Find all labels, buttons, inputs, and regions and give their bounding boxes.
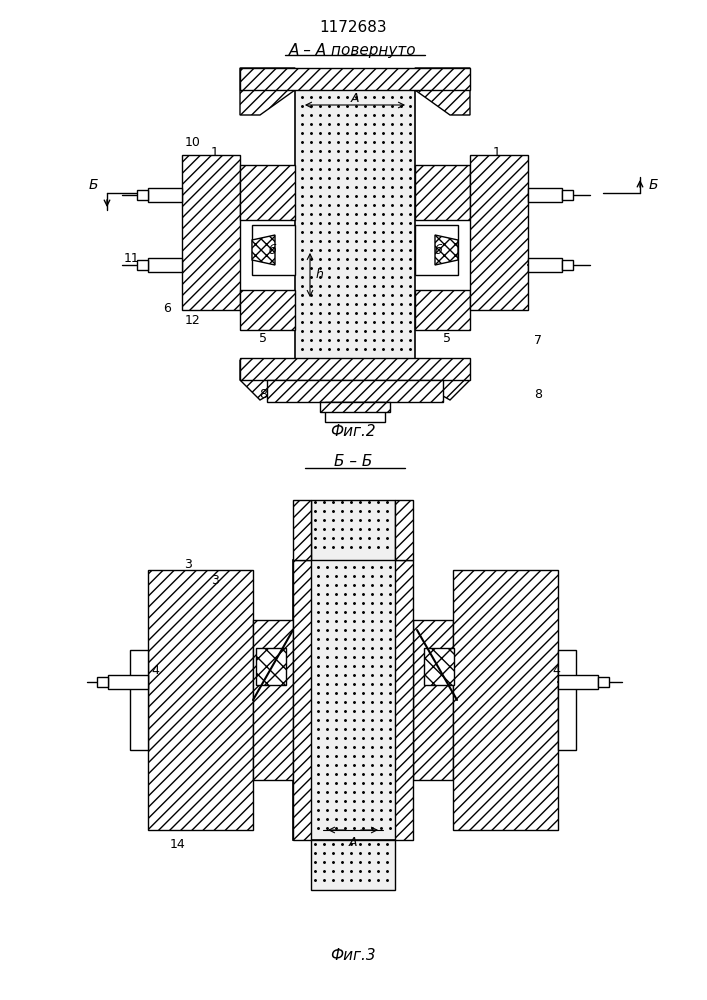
Bar	[293, 500, 311, 560]
Bar	[97, 677, 108, 687]
Text: 12: 12	[185, 314, 201, 326]
Text: б: б	[434, 243, 442, 256]
Bar	[311, 840, 395, 890]
Bar	[415, 225, 458, 275]
Bar	[293, 560, 311, 840]
Text: 4: 4	[151, 664, 159, 676]
Text: А: А	[349, 836, 357, 848]
Bar	[148, 188, 182, 202]
Polygon shape	[435, 235, 458, 265]
Text: 11: 11	[124, 251, 140, 264]
Bar	[395, 560, 413, 840]
Text: 4: 4	[552, 664, 560, 676]
Bar	[293, 560, 413, 840]
Bar	[295, 90, 415, 360]
Polygon shape	[252, 235, 275, 265]
Text: А: А	[351, 92, 359, 104]
Text: 14: 14	[170, 838, 186, 852]
Text: h: h	[316, 268, 324, 282]
Bar	[108, 675, 148, 689]
Bar	[558, 650, 576, 750]
Bar	[148, 258, 182, 272]
Polygon shape	[415, 68, 470, 115]
Bar	[137, 190, 148, 200]
Text: 3: 3	[211, 574, 219, 586]
Bar	[413, 620, 453, 780]
Bar	[325, 402, 385, 422]
Bar	[415, 165, 470, 220]
Polygon shape	[424, 648, 454, 685]
Text: 1: 1	[211, 146, 219, 159]
Text: 3: 3	[184, 558, 192, 572]
Bar	[558, 675, 598, 689]
Bar	[253, 620, 293, 780]
Bar	[598, 677, 609, 687]
Bar	[528, 258, 562, 272]
Text: Фиг.2: Фиг.2	[330, 424, 376, 440]
Bar	[470, 155, 528, 310]
Bar	[240, 290, 295, 330]
Text: 5: 5	[259, 332, 267, 344]
Bar	[415, 290, 470, 330]
Polygon shape	[240, 360, 295, 400]
Text: 10: 10	[185, 135, 201, 148]
Bar	[395, 500, 413, 560]
Text: А – А повернуто: А – А повернуто	[289, 42, 417, 57]
Text: 8: 8	[259, 388, 267, 401]
Bar	[130, 650, 148, 750]
Bar	[252, 225, 295, 275]
Text: Фиг.3: Фиг.3	[330, 948, 376, 962]
Text: 1172683: 1172683	[319, 20, 387, 35]
Text: Б – Б: Б – Б	[334, 454, 372, 470]
Text: 7: 7	[534, 334, 542, 347]
Bar	[528, 188, 562, 202]
Bar	[562, 190, 573, 200]
Text: 1: 1	[493, 146, 501, 159]
Bar	[182, 155, 240, 310]
Bar	[320, 402, 390, 412]
Text: Б: Б	[88, 178, 98, 192]
Bar	[267, 380, 443, 402]
Bar	[311, 500, 395, 560]
Bar	[562, 260, 573, 270]
Polygon shape	[240, 68, 295, 115]
Bar	[240, 165, 295, 220]
Polygon shape	[256, 648, 286, 685]
Bar	[137, 260, 148, 270]
Text: б: б	[268, 243, 276, 256]
Text: 5: 5	[443, 332, 451, 344]
Bar	[148, 570, 253, 830]
Bar	[240, 68, 470, 90]
Bar	[453, 570, 558, 830]
Bar	[240, 358, 470, 380]
Text: 6: 6	[163, 302, 171, 314]
Polygon shape	[415, 360, 470, 400]
Text: Б: Б	[648, 178, 658, 192]
Text: 8: 8	[534, 388, 542, 401]
